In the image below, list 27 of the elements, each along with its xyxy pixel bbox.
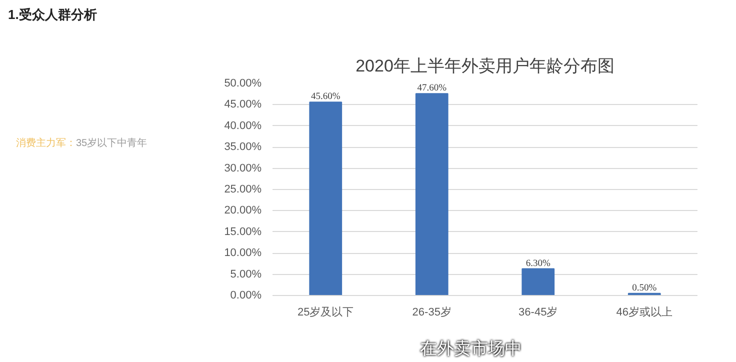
bar <box>415 93 448 296</box>
y-tick-label: 30.00% <box>224 162 262 174</box>
data-label: 45.60% <box>310 92 340 102</box>
y-tick-label: 15.00% <box>224 226 262 238</box>
x-tick-label: 25岁及以下 <box>298 306 354 318</box>
data-label: 47.60% <box>417 84 447 94</box>
y-tick-label: 0.00% <box>230 290 262 302</box>
y-tick-label: 45.00% <box>224 98 262 111</box>
x-tick-label: 26-35岁 <box>412 306 452 318</box>
bar <box>309 102 342 296</box>
y-tick-label: 25.00% <box>224 184 262 196</box>
data-label: 6.30% <box>526 258 550 269</box>
bar <box>522 268 555 296</box>
y-tick-label: 50.00% <box>224 78 262 90</box>
text: 消费主力军： <box>16 138 76 149</box>
text: 1.受众人群分析 <box>8 6 97 24</box>
text: 35岁以下中青年 <box>76 138 148 149</box>
y-tick-label: 5.00% <box>230 268 262 280</box>
chart-title: 2020年上半年外卖用户年龄分布图 <box>356 56 614 76</box>
y-tick-label: 35.00% <box>224 141 262 154</box>
x-tick-label: 46岁或以上 <box>616 306 673 318</box>
y-tick-label: 20.00% <box>224 204 262 217</box>
data-label: 0.50% <box>632 283 657 294</box>
text: 在外卖市场中 <box>420 338 522 360</box>
y-tick-label: 40.00% <box>224 120 262 132</box>
x-tick-label: 36-45岁 <box>518 306 558 318</box>
y-tick-label: 10.00% <box>224 247 262 260</box>
